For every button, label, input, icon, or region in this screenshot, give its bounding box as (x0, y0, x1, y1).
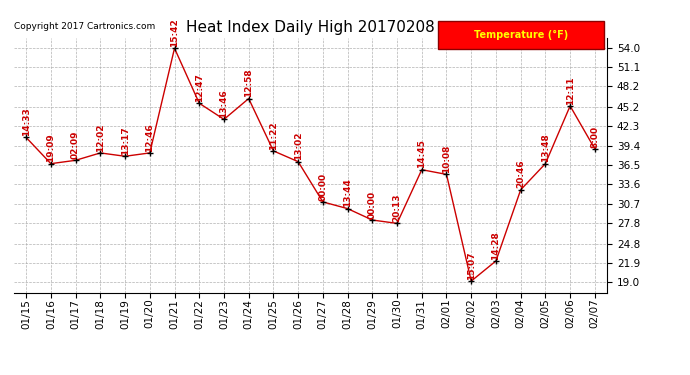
Text: 14:28: 14:28 (491, 231, 500, 260)
Text: 10:08: 10:08 (442, 145, 451, 173)
Text: Copyright 2017 Cartronics.com: Copyright 2017 Cartronics.com (14, 22, 155, 31)
Text: 12:02: 12:02 (96, 123, 105, 152)
FancyBboxPatch shape (438, 21, 604, 49)
Text: 13:17: 13:17 (121, 126, 130, 155)
Text: 15:07: 15:07 (466, 251, 475, 280)
Text: 12:47: 12:47 (195, 73, 204, 102)
Text: 12:11: 12:11 (566, 76, 575, 105)
Text: 8:00: 8:00 (591, 125, 600, 147)
Text: 15:42: 15:42 (170, 18, 179, 47)
Text: Temperature (°F): Temperature (°F) (474, 30, 569, 40)
Text: 20:13: 20:13 (393, 194, 402, 222)
Text: 13:44: 13:44 (343, 178, 352, 207)
Text: 19:09: 19:09 (46, 134, 55, 162)
Text: 13:02: 13:02 (294, 132, 303, 160)
Text: 20:46: 20:46 (516, 160, 525, 189)
Text: 14:45: 14:45 (417, 140, 426, 168)
Text: 12:58: 12:58 (244, 69, 253, 97)
Text: 00:00: 00:00 (368, 190, 377, 219)
Text: 14:33: 14:33 (21, 107, 30, 136)
Text: 00:00: 00:00 (318, 172, 327, 201)
Title: Heat Index Daily High 20170208: Heat Index Daily High 20170208 (186, 20, 435, 35)
Text: 11:22: 11:22 (269, 121, 278, 150)
Text: 12:46: 12:46 (146, 123, 155, 152)
Text: 02:09: 02:09 (71, 130, 80, 159)
Text: 13:48: 13:48 (541, 134, 550, 162)
Text: 13:46: 13:46 (219, 89, 228, 118)
